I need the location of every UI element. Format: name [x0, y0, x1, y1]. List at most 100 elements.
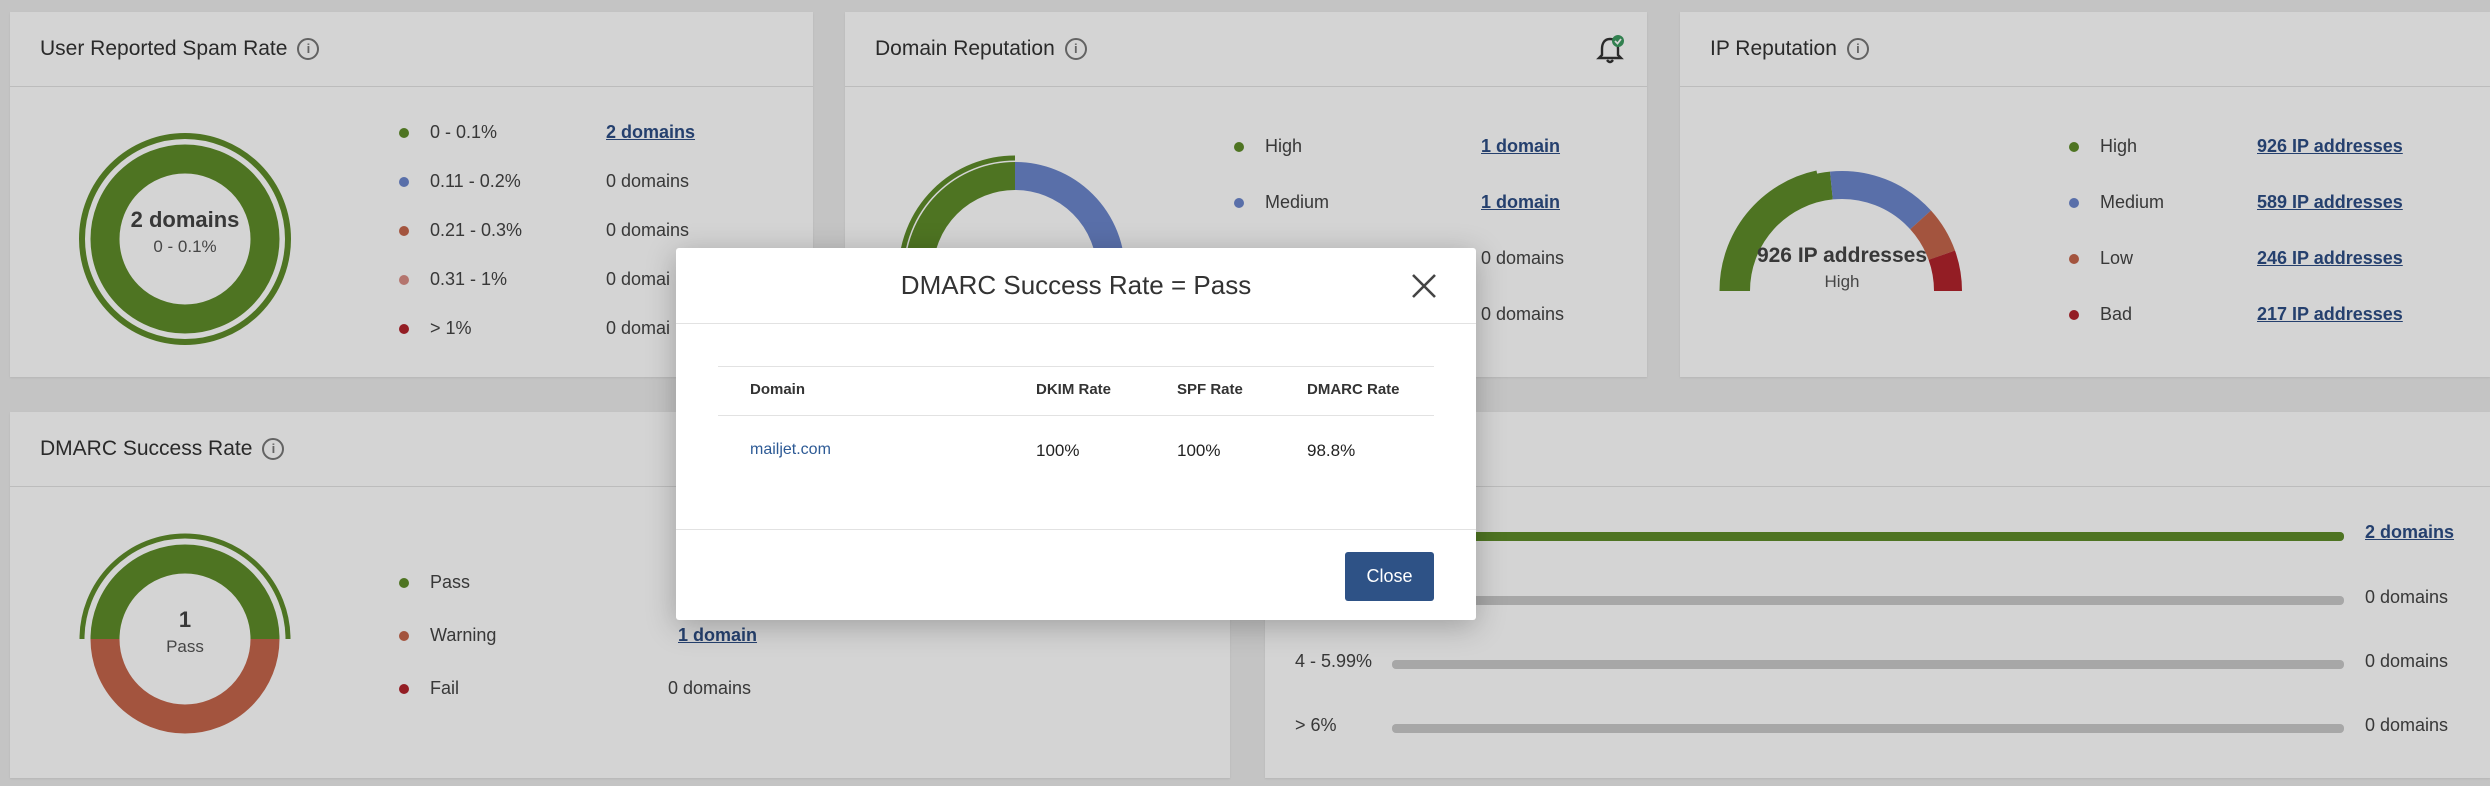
legend-dot	[1234, 142, 1244, 152]
modal-header: DMARC Success Rate = Pass	[676, 248, 1476, 324]
legend-value: 0 domai	[606, 318, 671, 338]
card-title: DMARC Success Rate	[40, 437, 253, 460]
spam-center-sub: 0 - 0.1%	[153, 237, 217, 256]
legend-value: 0 domai	[606, 269, 671, 289]
legend-value-link[interactable]: 2 domains	[606, 122, 696, 142]
card-header: User Reported Spam Rate i	[10, 12, 813, 87]
bar-fill	[1392, 532, 2344, 541]
dmarc-rate: 98.8%	[1307, 441, 1356, 460]
dmarc-donut-segment-pass	[90, 544, 280, 640]
legend-dot	[2069, 254, 2079, 264]
legend-value-link[interactable]: 1 domain	[1481, 136, 1561, 156]
column-header-dkim[interactable]: DKIM Rate	[1036, 381, 1112, 398]
legend-label: Fail	[430, 678, 460, 698]
dmarc-donut-outer-arc	[79, 533, 291, 640]
column-header-spf[interactable]: SPF Rate	[1177, 381, 1243, 398]
legend-value: 0 domains	[1481, 304, 1565, 324]
dkim-rate: 100%	[1036, 441, 1080, 460]
dmarc-donut-segment-warning	[90, 638, 280, 734]
legend-label: Medium	[2100, 192, 2165, 212]
legend-label: High	[1265, 136, 1303, 156]
bell-icon[interactable]	[1595, 34, 1625, 66]
legend-value: 0 domains	[1481, 248, 1565, 268]
info-icon[interactable]: i	[1064, 38, 1087, 60]
dmarc-center-sub: Pass	[166, 637, 204, 656]
domain-link[interactable]: mailjet.com	[750, 441, 831, 458]
card-title: Domain Reputation	[875, 37, 1055, 60]
card-header: Domain Reputation i	[845, 12, 1647, 87]
gauge-segment-low	[1909, 210, 1955, 261]
legend-dot	[2069, 142, 2079, 152]
legend-label: Bad	[2100, 304, 2133, 324]
gauge-segment-medium	[1830, 171, 1931, 230]
dmarc-donut-chart	[79, 533, 291, 734]
ip-gauge-center: 926 IP addresses High	[1712, 244, 1972, 292]
legend-dot	[399, 226, 409, 236]
legend-label: 0.21 - 0.3%	[430, 220, 523, 240]
legend-dot	[399, 578, 409, 588]
legend-value: 0 domains	[668, 678, 752, 698]
bar-value-link[interactable]: 2 domains	[2365, 522, 2455, 542]
legend-label: Low	[2100, 248, 2134, 268]
column-header-domain[interactable]: Domain	[750, 381, 806, 398]
legend-value-link[interactable]: 217 IP addresses	[2257, 304, 2403, 324]
bar-value: 0 domains	[2365, 587, 2449, 607]
info-icon[interactable]: i	[1846, 38, 1869, 60]
legend-value-link[interactable]: 246 IP addresses	[2257, 248, 2403, 268]
legend-label: 0.11 - 0.2%	[430, 171, 521, 191]
legend-label: 0.31 - 1%	[430, 269, 508, 289]
info-icon[interactable]: i	[262, 438, 285, 460]
bar-value: 0 domains	[2365, 651, 2449, 671]
legend-label: 0 - 0.1%	[430, 122, 498, 142]
close-icon[interactable]	[1410, 272, 1438, 300]
info-icon[interactable]: i	[297, 38, 320, 60]
column-header-dmarc[interactable]: DMARC Rate	[1307, 381, 1400, 398]
gauge-segment-bad	[1928, 250, 1963, 291]
legend-value-link[interactable]: 1 domain	[678, 625, 758, 645]
legend-value-link[interactable]: 589 IP addresses	[2257, 192, 2403, 212]
spam-donut-outer-ring	[79, 133, 291, 345]
spf-rate: 100%	[1177, 441, 1221, 460]
spam-center-value: 2 domains	[130, 207, 240, 232]
gauge-outer-arc	[1719, 170, 1818, 291]
gauge-segment-high	[1722, 171, 1834, 291]
modal-footer: Close	[676, 529, 1476, 621]
modal-title: DMARC Success Rate = Pass	[900, 270, 1252, 300]
ip-center-sub: High	[1824, 272, 1860, 291]
legend-value-link[interactable]: 1 domain	[1481, 192, 1561, 212]
legend-label: High	[2100, 136, 2138, 156]
legend-dot	[2069, 310, 2079, 320]
legend-value: 0 domains	[606, 220, 690, 240]
ip-reputation-card: IP Reputation i 926 IP addresses High Hi…	[1680, 12, 2490, 377]
dmarc-donut-center: 1 Pass	[70, 607, 300, 657]
legend-dot	[399, 128, 409, 138]
spam-donut-inner-ring	[90, 144, 280, 334]
card-title: User Reported Spam Rate	[40, 37, 288, 60]
legend-value-link[interactable]: 926 IP addresses	[2257, 136, 2403, 156]
legend-dot	[399, 275, 409, 285]
spam-donut-center: 2 domains 0 - 0.1%	[70, 207, 300, 257]
ip-center-value: 926 IP addresses	[1756, 244, 1928, 267]
legend-label: > 1%	[430, 318, 472, 338]
legend-label: Pass	[430, 572, 471, 592]
legend-dot	[1234, 198, 1244, 208]
bar-label: 4 - 5.99%	[1295, 651, 1373, 671]
legend-dot	[399, 177, 409, 187]
legend-dot	[399, 324, 409, 334]
legend-label: Warning	[430, 625, 497, 645]
dmarc-center-value: 1	[178, 607, 192, 632]
bar-track	[1392, 724, 2344, 733]
close-button[interactable]: Close	[1345, 552, 1434, 601]
ip-reputation-gauge	[1719, 170, 1963, 291]
legend-dot	[399, 631, 409, 641]
bar-label: > 6%	[1295, 715, 1337, 735]
card-title: IP Reputation	[1710, 37, 1837, 60]
dmarc-pass-modal: DMARC Success Rate = Pass Domain DKIM Ra…	[676, 248, 1476, 620]
card-header: DMARC Success Rate i	[10, 412, 1230, 487]
legend-label: Medium	[1265, 192, 1330, 212]
spam-donut-chart	[79, 133, 291, 345]
legend-dot	[399, 684, 409, 694]
bar-value: 0 domains	[2365, 715, 2449, 735]
card-header: IP Reputation i	[1680, 12, 2490, 87]
legend-value: 0 domains	[606, 171, 690, 191]
